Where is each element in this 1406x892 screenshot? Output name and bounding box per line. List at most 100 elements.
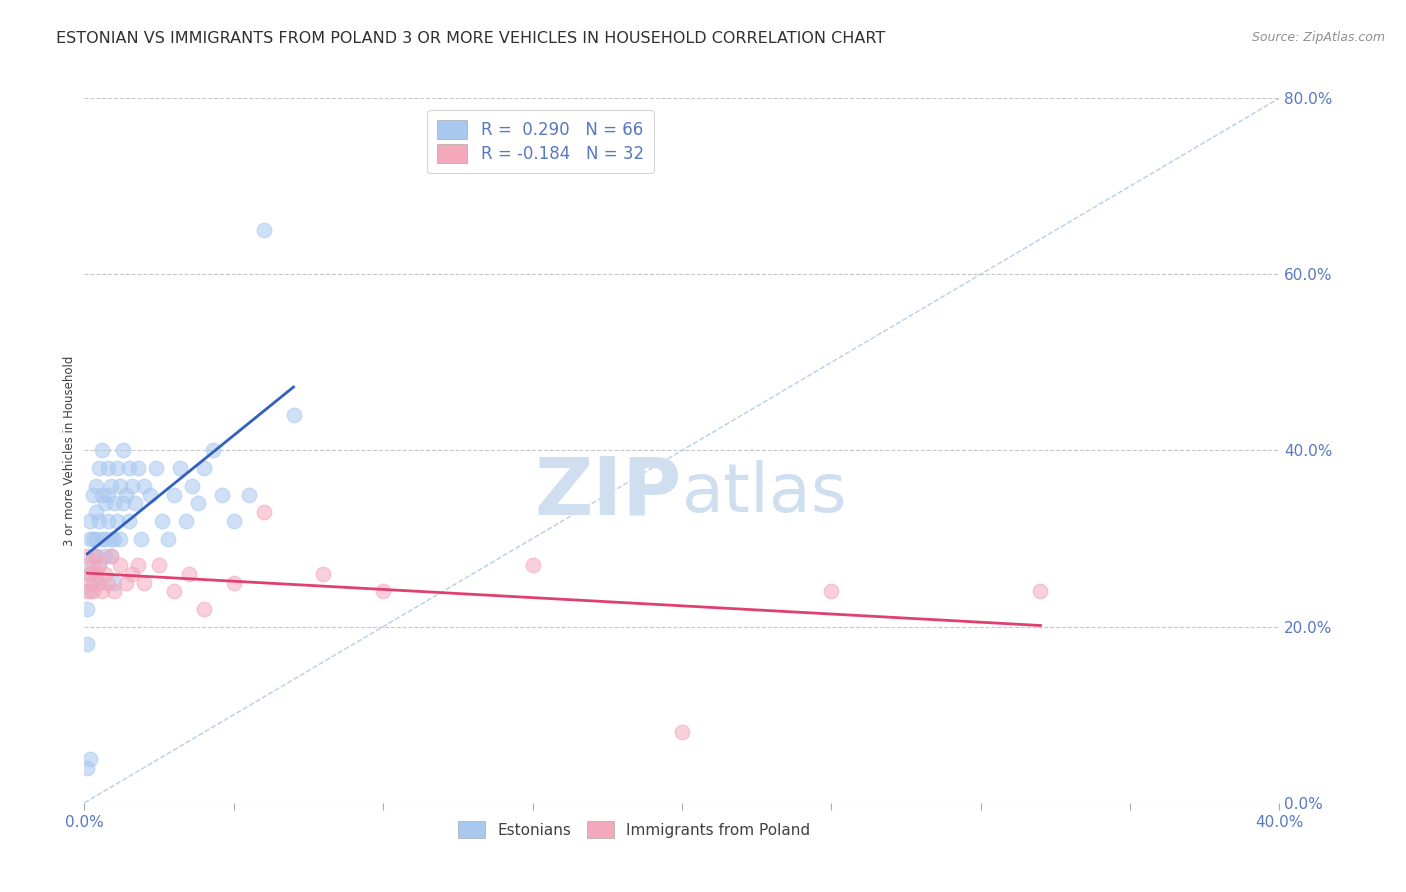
Point [132,478,156,492]
Point [89,575,111,590]
Point [86,505,108,519]
Point [91,487,114,501]
Point [100,478,122,492]
Point [86,478,108,492]
Point [100,549,122,564]
Point [820,584,842,599]
Point [91,584,114,599]
Point [163,584,186,599]
Text: ESTONIAN VS IMMIGRANTS FROM POLAND 3 OR MORE VEHICLES IN HOUSEHOLD CORRELATION C: ESTONIAN VS IMMIGRANTS FROM POLAND 3 OR … [56,31,886,46]
Point [121,566,143,581]
Point [82,575,104,590]
Point [89,558,111,572]
Point [253,223,276,237]
Point [82,558,104,572]
Point [76,549,98,564]
Point [76,558,98,572]
Point [127,558,149,572]
Point [187,496,209,510]
Point [94,496,117,510]
Point [97,575,120,590]
Point [76,760,98,774]
Point [110,558,132,572]
Point [97,514,120,528]
Text: atlas: atlas [682,459,848,525]
Point [127,461,149,475]
Point [89,514,111,528]
Point [1029,584,1052,599]
Point [89,558,111,572]
Point [181,478,204,492]
Point [91,532,114,546]
Point [100,549,122,564]
Point [222,514,245,528]
Point [103,496,125,510]
Point [671,725,693,739]
Point [112,443,135,458]
Text: ZIP: ZIP [534,454,682,532]
Point [373,584,395,599]
Point [79,514,101,528]
Point [148,558,170,572]
Point [82,487,104,501]
Point [222,575,245,590]
Point [238,487,260,501]
Point [94,549,117,564]
Point [76,602,98,616]
Point [79,584,101,599]
Point [157,532,180,546]
Point [86,566,108,581]
Point [193,602,215,616]
Point [86,549,108,564]
Point [103,575,125,590]
Point [82,584,104,599]
Point [79,566,101,581]
Point [115,575,138,590]
Point [103,584,125,599]
Point [124,496,146,510]
Point [79,532,101,546]
Point [139,487,162,501]
Point [312,566,335,581]
Point [132,575,156,590]
Point [150,514,173,528]
Point [79,566,101,581]
Point [118,461,141,475]
Point [118,514,141,528]
Point [105,514,128,528]
Point [283,408,305,422]
Point [112,496,135,510]
Point [97,461,120,475]
Point [89,461,111,475]
Point [145,461,167,475]
Point [79,575,101,590]
Point [177,566,200,581]
Point [163,487,186,501]
Point [86,532,108,546]
Point [522,558,544,572]
Point [193,461,215,475]
Point [211,487,233,501]
Point [76,584,98,599]
Point [169,461,191,475]
Point [94,532,117,546]
Point [89,575,111,590]
Text: Source: ZipAtlas.com: Source: ZipAtlas.com [1251,31,1385,45]
Legend: Estonians, Immigrants from Poland: Estonians, Immigrants from Poland [451,814,817,845]
Point [105,461,128,475]
Point [110,532,132,546]
Point [110,478,132,492]
Point [100,532,122,546]
Point [76,637,98,651]
Point [91,443,114,458]
Point [103,532,125,546]
Point [79,752,101,766]
Point [174,514,197,528]
Point [82,532,104,546]
Point [86,549,108,564]
Point [253,505,276,519]
Point [115,487,138,501]
Point [82,549,104,564]
Point [201,443,224,458]
Point [94,566,117,581]
